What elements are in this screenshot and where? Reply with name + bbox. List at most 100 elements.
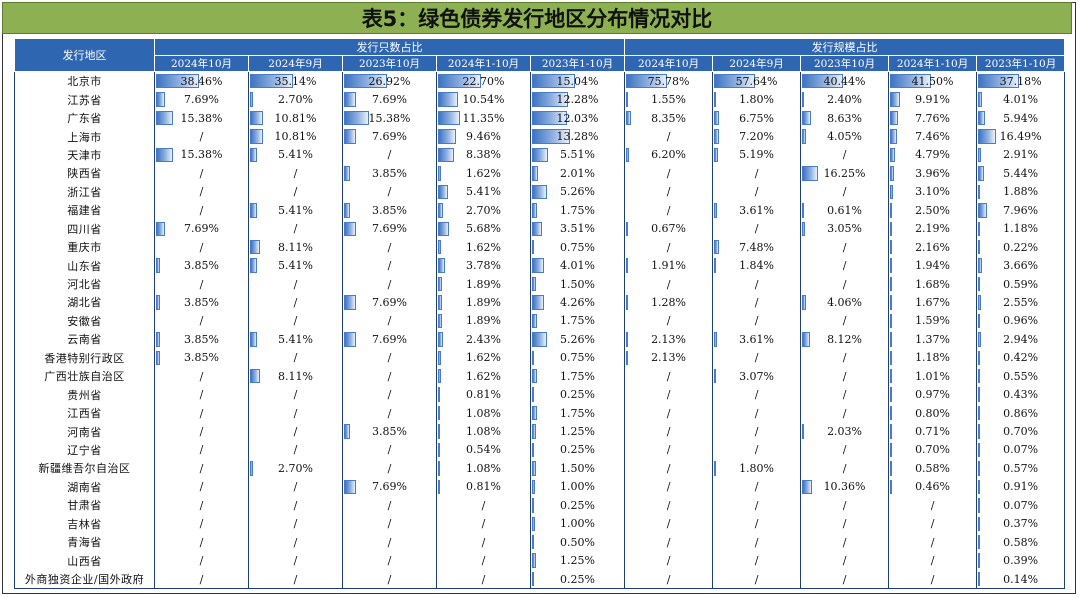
data-bar [978, 442, 981, 458]
share-value: / [387, 388, 392, 402]
share-value: 0.55% [1003, 369, 1039, 383]
count-share-cell: / [154, 367, 249, 386]
share-value: / [481, 498, 486, 512]
scale-share-cell: 1.94% [888, 256, 978, 275]
data-bar [438, 239, 442, 255]
region-cell: 贵州省 [14, 385, 155, 404]
count-share-cell: 1.62% [436, 348, 531, 367]
count-share-cell: 1.62% [436, 164, 531, 183]
share-value: / [481, 572, 486, 586]
table-row: 湖北省 3.85% / 7.69% 1.89% 4.26% 1.28% / 4.06% 1.67%… [14, 293, 1066, 312]
data-bar [156, 92, 165, 107]
data-bar [532, 166, 538, 181]
table-row: 云南省 3.85% 5.41% 7.69% 2.43% 5.26% 2.13% 3.61% 8.… [14, 330, 1066, 349]
share-value: 0.14% [1003, 572, 1039, 586]
share-value: / [666, 166, 671, 180]
table-row: 辽宁省 / / / 0.54% 0.25% / / / 0.70% 0.07% [14, 440, 1066, 460]
data-bar [890, 332, 893, 347]
data-bar [978, 166, 984, 181]
count-share-cell: / [342, 440, 437, 460]
data-bar [890, 129, 898, 144]
share-value: / [930, 498, 935, 512]
scale-share-cell: / [624, 385, 714, 404]
share-value: 16.49% [999, 130, 1042, 144]
scale-share-cell: / [624, 182, 714, 202]
share-value: / [754, 425, 759, 439]
share-value: 0.25% [560, 572, 595, 586]
share-value: 4.01% [560, 259, 595, 273]
count-share-cell: 9.46% [436, 127, 531, 146]
count-share-cell: 1.08% [436, 403, 531, 423]
share-value: 3.85% [184, 259, 219, 273]
share-value: 2.40% [827, 93, 863, 107]
share-value: / [754, 406, 759, 420]
data-bar [978, 369, 981, 384]
data-bar [714, 74, 755, 89]
count-share-cell: 1.62% [436, 237, 531, 257]
scale-share-cell: 2.94% [976, 330, 1066, 349]
data-bar [532, 405, 538, 421]
count-share-cell: 1.89% [436, 311, 531, 331]
share-value: 0.70% [1003, 425, 1039, 439]
share-value: 4.05% [827, 130, 863, 144]
scale-share-cell: 40.44% [800, 71, 890, 91]
share-value: 7.69% [372, 222, 407, 236]
region-cell: 陕西省 [14, 164, 155, 183]
share-value: / [293, 388, 298, 402]
share-value: 41.50% [911, 74, 954, 88]
data-bar [344, 110, 369, 126]
count-share-cell: / [248, 274, 343, 294]
share-value: 1.75% [560, 369, 595, 383]
scale-share-cell: / [712, 514, 802, 533]
share-value: 9.91% [915, 93, 951, 107]
count-share-cell: 2.70% [248, 459, 343, 478]
share-value: 1.75% [560, 203, 595, 217]
count-share-cell: / [248, 496, 343, 515]
share-value: 12.28% [556, 93, 599, 107]
data-bar [978, 534, 981, 550]
data-bar [532, 387, 535, 402]
share-value: 1.62% [466, 166, 501, 180]
region-cell: 四川省 [14, 219, 155, 238]
share-value: / [387, 461, 392, 475]
data-bar [978, 258, 983, 273]
share-value: / [754, 351, 759, 365]
data-bar [532, 129, 571, 144]
data-bar [978, 203, 987, 218]
share-value: 0.80% [915, 406, 951, 420]
share-value: 10.81% [274, 130, 317, 144]
share-value: / [754, 443, 759, 457]
data-bar [890, 74, 931, 89]
data-bar [532, 184, 548, 200]
data-bar [250, 332, 257, 347]
share-value: 3.07% [739, 369, 775, 383]
share-value: 7.20% [739, 130, 775, 144]
scale-share-cell: 2.40% [800, 90, 890, 109]
share-value: 1.94% [915, 259, 951, 273]
share-value: / [666, 240, 671, 254]
count-share-cell: 1.00% [529, 477, 626, 497]
scale-share-cell: 3.61% [712, 201, 802, 220]
data-bar [344, 129, 357, 144]
data-bar [156, 147, 174, 163]
share-value: 6.20% [651, 148, 687, 162]
count-share-cell: 1.62% [436, 367, 531, 386]
scale-share-cell: 3.96% [888, 164, 978, 183]
share-value: 1.08% [466, 425, 501, 439]
scale-share-cell: 0.70% [888, 440, 978, 460]
scale-share-cell: 8.12% [800, 330, 890, 349]
count-share-cell: 15.04% [529, 71, 626, 91]
data-bar [978, 479, 981, 495]
share-value: / [666, 185, 671, 199]
share-value: / [842, 517, 847, 531]
scale-share-cell: 0.37% [976, 514, 1066, 533]
region-cell: 青海省 [14, 532, 155, 552]
count-share-cell: 3.51% [529, 219, 626, 238]
data-bar [438, 74, 482, 89]
share-value: / [842, 554, 847, 568]
scale-period-header: 2024年9月 [712, 55, 802, 72]
data-bar [438, 110, 460, 126]
table-row: 山西省 / / / / 1.25% / / / / 0.39% [14, 551, 1066, 570]
scale-share-cell: / [624, 440, 714, 460]
region-cell: 安徽省 [14, 311, 155, 331]
